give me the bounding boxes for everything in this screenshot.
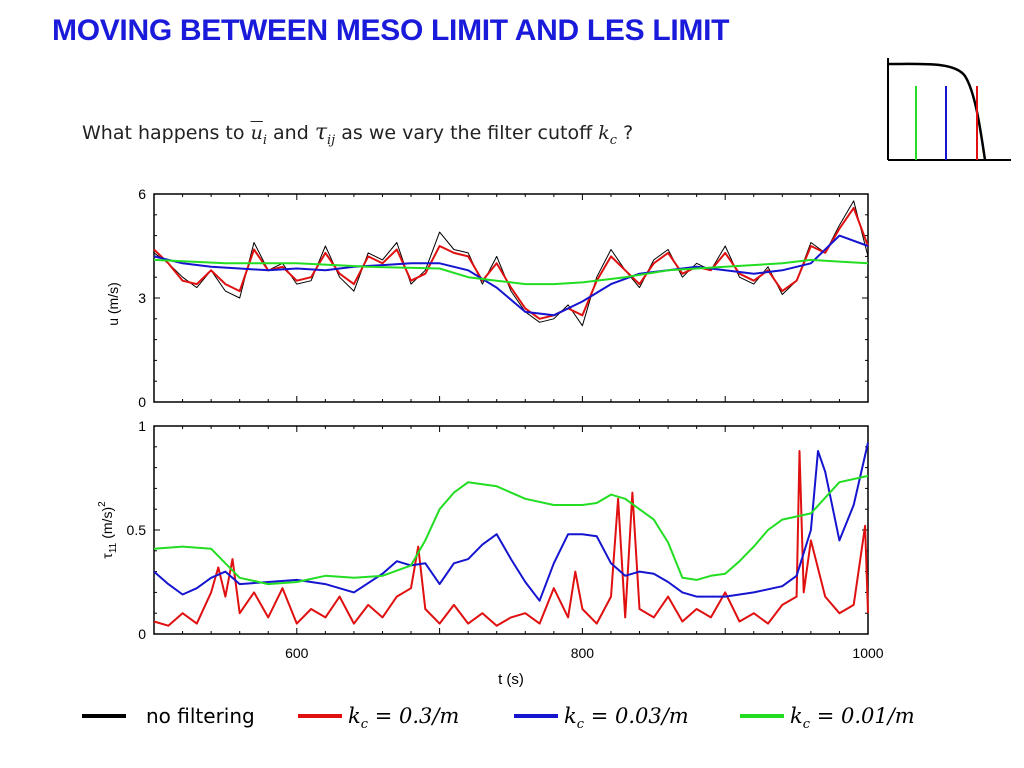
slide-title: MOVING BETWEEN MESO LIMIT AND LES LIMIT (52, 14, 730, 47)
time-xlabel: t (s) (498, 671, 524, 688)
question-suffix: as we vary the filter cutoff (341, 122, 593, 144)
stress-ylabel-sub: 11 (108, 542, 119, 553)
y-tick-label: 3 (138, 290, 146, 306)
series-line-k-c-0-3-m (153, 450, 869, 627)
x-tick-label: 800 (571, 645, 595, 661)
series-line-k-c-0-01-m (153, 474, 869, 586)
charts-figure: 0 3 6 u (m/s) 0 0.5 1 600 800 1000 τ11 (m/s)2 t … (97, 186, 884, 688)
y-tick-label: 6 (138, 186, 146, 202)
question-end: ? (623, 122, 634, 144)
stress-ylabel-sup: 2 (97, 501, 108, 507)
var-k: k (598, 122, 610, 144)
velocity-plot-frame (153, 193, 869, 403)
legend-label-no-filtering: no filtering (146, 704, 255, 728)
x-tick-label: 600 (285, 645, 309, 661)
series-line-k-c-0-03-m (153, 442, 869, 602)
y-tick-label: 0 (138, 626, 146, 642)
stress-panel: 0 0.5 1 600 800 1000 τ11 (m/s)2 t (s) (97, 418, 884, 688)
stress-ylabel-main: τ (99, 553, 115, 559)
x-tick-label: 1000 (852, 645, 883, 661)
stress-plot-frame (153, 425, 869, 635)
y-tick-label: 0 (138, 394, 146, 410)
legend-label-kc-03: kc = 0.3/m (348, 704, 459, 732)
var-u-sub: i (262, 132, 267, 148)
legend-label-kc-003: kc = 0.03/m (564, 704, 689, 732)
var-tau: τ (314, 120, 327, 145)
y-tick-label: 0.5 (127, 522, 147, 538)
var-tau-sub: ij (327, 132, 336, 148)
velocity-panel: 0 3 6 u (m/s) (105, 186, 869, 410)
legend-label-kc-001: kc = 0.01/m (790, 704, 915, 732)
series-line-k-c-0-03-m (153, 234, 869, 317)
var-u: u (250, 122, 263, 144)
series-line-no-filtering (153, 200, 869, 327)
stress-ylabel-mid: (m/s) (99, 507, 115, 539)
question-prefix: What happens to (82, 122, 245, 144)
stress-ylabel: τ11 (m/s)2 (97, 501, 119, 559)
filter-spectrum-icon (887, 58, 1011, 161)
series-line-k-c-0-01-m (153, 258, 869, 286)
legend: no filtering kc = 0.3/m kc = 0.03/m kc =… (82, 704, 915, 732)
question-text: What happens to ui and τij as we vary th… (82, 120, 633, 148)
question-conj: and (273, 122, 309, 144)
velocity-ylabel: u (m/s) (105, 282, 121, 326)
var-k-sub: c (609, 132, 618, 148)
y-tick-label: 1 (138, 418, 146, 434)
